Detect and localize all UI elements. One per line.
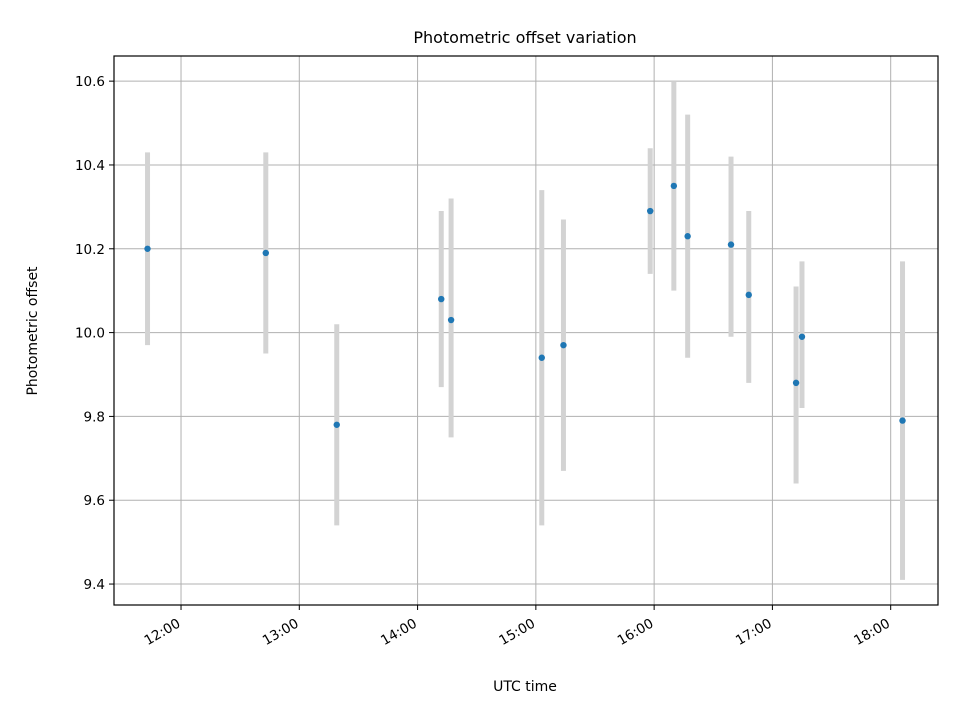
data-point [438, 295, 445, 303]
data-points [144, 182, 906, 428]
data-point [727, 241, 735, 248]
data-point [684, 233, 691, 240]
y-tick-label: 9.8 [84, 409, 105, 425]
plot-area-frame [113, 55, 939, 606]
y-tick-label: 10.2 [75, 242, 105, 258]
data-point [560, 341, 567, 349]
data-point [538, 354, 545, 361]
y-axis-ticks: 9.4 9.6 9.8 10.0 10.2 10.4 10.6 [75, 74, 114, 593]
data-point [144, 245, 151, 252]
chart-title: Photometric offset variation [413, 28, 636, 47]
y-tick-label: 9.4 [84, 577, 105, 593]
x-axis-label: UTC time [493, 679, 557, 695]
data-point [798, 333, 806, 340]
y-tick-label: 10.0 [75, 326, 105, 342]
y-tick-label: 10.6 [75, 74, 105, 90]
data-point [670, 182, 678, 190]
y-tick-label: 9.6 [84, 493, 105, 509]
data-point [262, 249, 269, 257]
data-point [333, 421, 340, 428]
data-point [792, 379, 800, 387]
grid [114, 56, 938, 605]
data-point [899, 417, 906, 424]
data-point [745, 291, 752, 299]
y-tick-label: 10.4 [75, 158, 105, 174]
y-axis-label: Photometric offset [25, 266, 41, 396]
data-point [447, 316, 455, 324]
data-point [646, 207, 654, 215]
